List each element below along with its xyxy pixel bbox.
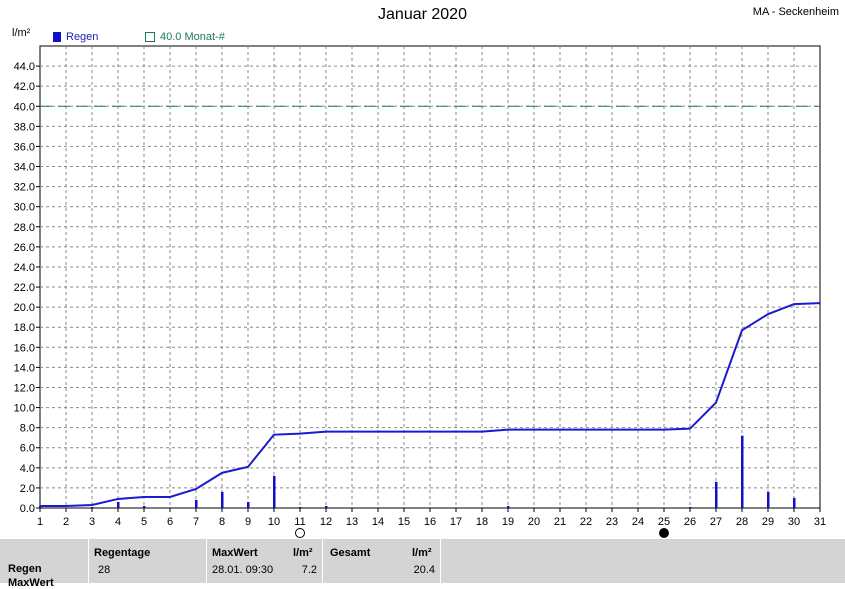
y-tick-label: 28.0	[14, 222, 35, 234]
y-tick-label: 10.0	[14, 403, 35, 415]
rain-bar	[117, 501, 120, 508]
month-swatch-icon	[145, 32, 155, 42]
x-tick-label: 5	[141, 516, 147, 528]
regentage-header: Regentage	[94, 547, 151, 559]
y-tick-label: 34.0	[14, 162, 35, 174]
rain-bar	[247, 501, 250, 508]
rain-bar	[741, 435, 744, 508]
y-tick-label: 30.0	[14, 202, 35, 214]
summary-row-label-2: MaxWert	[8, 577, 54, 589]
x-tick-label: 3	[89, 516, 95, 528]
legend-item-month: 40.0 Monat-#	[145, 31, 225, 43]
x-tick-label: 22	[580, 516, 592, 528]
y-tick-label: 20.0	[14, 302, 35, 314]
rain-bar	[195, 499, 198, 508]
maxwert-header: MaxWert	[212, 547, 258, 559]
y-tick-label: 18.0	[14, 322, 35, 334]
x-tick-label: 30	[788, 516, 800, 528]
full-moon-icon	[295, 528, 305, 538]
maxwert-unit: l/m²	[293, 547, 313, 559]
x-tick-label: 11	[294, 516, 305, 528]
y-tick-label: 0.0	[20, 503, 35, 515]
rain-bar	[689, 506, 692, 508]
rain-chart: 1 2 3 4 5 6 7 8 9 10 11 12 13 14 15 16 17 18 19 20 21 22 23 24 2…	[14, 45, 826, 538]
x-tick-label: 31	[814, 516, 826, 528]
y-tick-label: 26.0	[14, 242, 35, 254]
x-tick-label: 27	[710, 516, 722, 528]
rain-swatch-icon	[53, 32, 61, 42]
x-tick-label: 10	[268, 516, 280, 528]
maxwert-time: 28.01. 09:30	[212, 564, 274, 576]
x-tick-label: 4	[115, 516, 121, 528]
x-tick-label: 2	[63, 516, 69, 528]
x-tick-label: 16	[424, 516, 436, 528]
legend-item-rain: Regen	[53, 31, 98, 43]
cumulative-line	[40, 302, 821, 507]
y-tick-label: 14.0	[14, 362, 35, 374]
y-tick-label: 8.0	[20, 423, 35, 435]
y-tick-label: 4.0	[20, 463, 35, 475]
rain-bar	[143, 505, 146, 508]
rain-bar	[273, 475, 276, 508]
y-tick-label: 16.0	[14, 342, 35, 354]
x-tick-label: 12	[320, 516, 332, 528]
rain-bar	[299, 506, 302, 508]
x-tick-label: 7	[193, 516, 199, 528]
y-tick-label: 36.0	[14, 141, 35, 153]
x-tick-label: 24	[632, 516, 644, 528]
x-tick-label: 25	[658, 516, 670, 528]
x-tick-label: 19	[502, 516, 514, 528]
x-tick-label: 9	[245, 516, 251, 528]
y-tick-label: 32.0	[14, 182, 35, 194]
y-tick-label: 22.0	[14, 282, 35, 294]
legend-rain-label: Regen	[66, 31, 99, 43]
x-tick-label: 18	[476, 516, 488, 528]
y-tick-label: 2.0	[20, 483, 35, 495]
rain-bar	[793, 497, 796, 508]
rain-bar	[221, 491, 224, 508]
y-tick-label: 44.0	[14, 61, 35, 73]
station-name: MA - Seckenheim	[752, 6, 839, 18]
x-tick-label: 13	[346, 516, 358, 528]
x-tick-label: 15	[398, 516, 410, 528]
rain-bar	[715, 481, 718, 508]
y-tick-label: 40.0	[14, 101, 35, 113]
x-tick-label: 8	[219, 516, 225, 528]
y-tick-label: 42.0	[14, 81, 35, 93]
y-tick-label: 6.0	[20, 443, 35, 455]
gesamt-unit: l/m²	[412, 547, 432, 559]
rain-bar	[767, 491, 770, 508]
x-tick-label: 14	[372, 516, 384, 528]
legend-month-label: 40.0 Monat-#	[160, 31, 225, 43]
y-tick-label: 12.0	[14, 382, 35, 394]
x-tick-label: 29	[762, 516, 774, 528]
x-tick-label: 1	[37, 516, 43, 528]
rain-bar	[39, 505, 42, 508]
x-tick-label: 26	[684, 516, 696, 528]
rain-bar	[325, 505, 328, 508]
y-axis-unit: l/m²	[12, 27, 31, 39]
regentage-value: 28	[98, 564, 111, 576]
maxwert-value: 7.2	[301, 564, 317, 576]
rain-bar	[507, 505, 510, 508]
x-tick-label: 21	[554, 516, 566, 528]
gesamt-header: Gesamt	[330, 547, 371, 559]
new-moon-icon	[659, 528, 669, 538]
x-tick-label: 28	[736, 516, 748, 528]
summary-row-label: Regen	[8, 563, 42, 575]
y-tick-label: 24.0	[14, 262, 35, 274]
chart-title: Januar 2020	[378, 6, 467, 23]
rain-bar	[91, 506, 94, 508]
summary-table: Regen MaxWert Regentage 28 MaxWert l/m² …	[0, 539, 845, 589]
x-tick-label: 6	[167, 516, 173, 528]
y-tick-label: 38.0	[14, 121, 35, 133]
gesamt-value: 20.4	[413, 564, 435, 576]
x-tick-label: 17	[450, 516, 462, 528]
x-tick-label: 20	[528, 516, 540, 528]
x-tick-label: 23	[606, 516, 618, 528]
